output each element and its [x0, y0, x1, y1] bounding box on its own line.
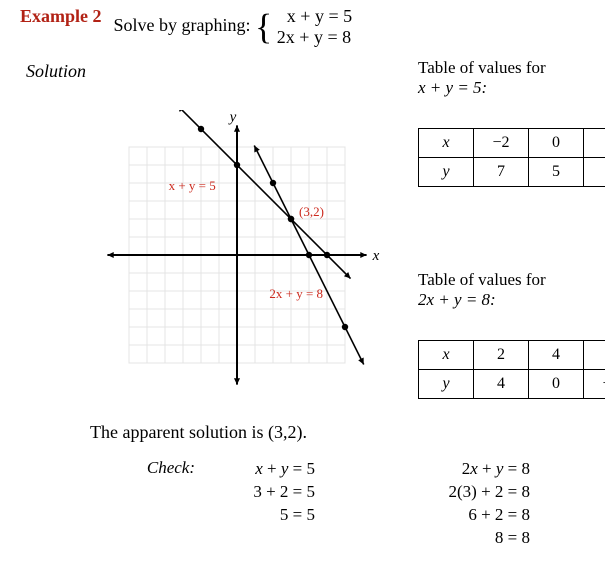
- table2-y0: 4: [474, 370, 529, 399]
- check-block: Check: x + y = 53 + 2 = 55 = 5 2x + y = …: [0, 458, 530, 550]
- table2-y-label: y: [419, 370, 474, 399]
- table-row: x −2 0 5: [419, 129, 605, 158]
- table1: x −2 0 5 y 7 5 0: [418, 128, 605, 187]
- table1-caption-line1: Table of values for: [418, 58, 546, 78]
- table2: x 2 4 6 y 4 0 −4: [418, 340, 605, 399]
- equation-system: { x + y = 5 2x + y = 8: [255, 6, 352, 47]
- table2-caption-line1: Table of values for: [418, 270, 546, 290]
- table1-x-label: x: [419, 129, 474, 158]
- table-row: y 4 0 −4: [419, 370, 605, 399]
- table-row: x 2 4 6: [419, 341, 605, 370]
- check-col-2: 2x + y = 82(3) + 2 = 86 + 2 = 88 = 8: [380, 458, 530, 550]
- check-line: 2(3) + 2 = 8: [380, 481, 530, 504]
- svg-text:x: x: [372, 248, 380, 264]
- check-line: 6 + 2 = 8: [380, 504, 530, 527]
- check-label: Check:: [0, 458, 205, 550]
- check-line: 2x + y = 8: [380, 458, 530, 481]
- table1-x1: 0: [529, 129, 584, 158]
- table1-y0: 7: [474, 158, 529, 187]
- table1-y-label: y: [419, 158, 474, 187]
- table1-x2: 5: [584, 129, 605, 158]
- equation-1: x + y = 5: [277, 6, 352, 26]
- check-line: 3 + 2 = 5: [205, 481, 315, 504]
- prompt: Solve by graphing: { x + y = 5 2x + y = …: [114, 6, 353, 47]
- table2-x0: 2: [474, 341, 529, 370]
- solution-statement: The apparent solution is (3,2).: [90, 422, 490, 443]
- equation-2: 2x + y = 8: [277, 27, 351, 47]
- svg-text:y: y: [228, 110, 237, 125]
- table1-y2: 0: [584, 158, 605, 187]
- table2-x-label: x: [419, 341, 474, 370]
- check-line: 8 = 8: [380, 527, 530, 550]
- svg-text:(3,2): (3,2): [299, 204, 324, 219]
- table1-caption: Table of values for x + y = 5:: [418, 58, 546, 98]
- svg-text:2x + y = 8: 2x + y = 8: [269, 286, 323, 301]
- check-col-1: x + y = 53 + 2 = 55 = 5: [205, 458, 315, 550]
- graph: x y x + y = 5 2x + y = 8 (3,2): [92, 110, 382, 400]
- example-label: Example 2: [20, 6, 102, 27]
- table2-y2: −4: [584, 370, 605, 399]
- table1-y1: 5: [529, 158, 584, 187]
- table-row: y 7 5 0: [419, 158, 605, 187]
- brace-icon: {: [255, 7, 272, 47]
- title-row: Example 2 Solve by graphing: { x + y = 5…: [20, 6, 595, 47]
- table2-x1: 4: [529, 341, 584, 370]
- prompt-text: Solve by graphing:: [114, 15, 251, 35]
- svg-text:x + y = 5: x + y = 5: [169, 178, 216, 193]
- table1-caption-line2: x + y = 5:: [418, 78, 546, 98]
- check-line: x + y = 5: [205, 458, 315, 481]
- table2-caption-line2: 2x + y = 8:: [418, 290, 546, 310]
- check-line: 5 = 5: [205, 504, 315, 527]
- table1-x0: −2: [474, 129, 529, 158]
- table2-x2: 6: [584, 341, 605, 370]
- table2-caption: Table of values for 2x + y = 8:: [418, 270, 546, 310]
- table2-y1: 0: [529, 370, 584, 399]
